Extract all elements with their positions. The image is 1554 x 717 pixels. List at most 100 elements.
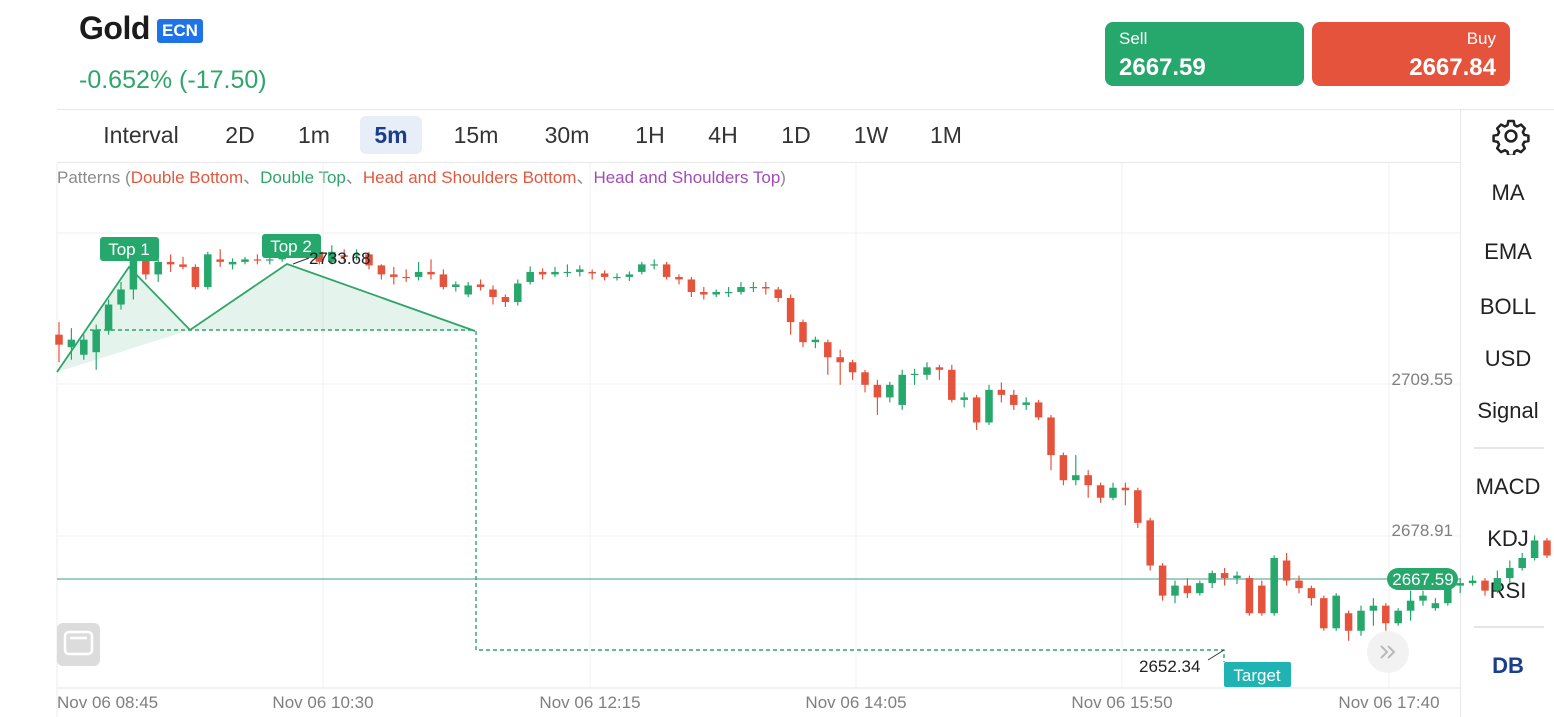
candle-body [1518,558,1526,569]
indicator-ema[interactable]: EMA [1484,239,1532,264]
indicator-signal[interactable]: Signal [1477,398,1539,423]
candle-body [724,291,733,294]
interval-1mo[interactable]: 1M [930,122,962,148]
patterns-legend: Patterns (Double Bottom、Double Top、Head … [57,163,786,188]
candle-body [551,271,559,275]
interval-1d[interactable]: 1D [781,122,811,148]
indicator-ma[interactable]: MA [1491,180,1525,205]
candle-body [402,276,410,279]
interval-1w[interactable]: 1W [853,122,889,148]
candle-body [1295,580,1303,589]
pattern-hs-bottom[interactable]: Head and Shoulders Bottom [362,168,577,187]
candle-body [253,259,262,261]
interval-30m[interactable]: 30m [544,122,590,148]
indicator-kdj[interactable]: KDJ [1487,526,1529,551]
candle-body [191,266,200,287]
candle-body [1468,580,1477,584]
pattern-double-top[interactable]: Double Top [260,168,346,187]
candle-body [737,286,745,292]
indicator-macd[interactable]: MACD [1475,474,1541,499]
pattern-separator: 、 [243,168,261,187]
interval-1m[interactable]: 1m [298,122,330,148]
scroll-latest-icon[interactable] [1367,631,1409,673]
buy-button[interactable]: Buy 2667.84 [1312,22,1510,86]
candle-body [228,261,237,265]
indicator-boll[interactable]: BOLL [1479,294,1537,319]
top1-text: Top 1 [108,240,150,259]
candle-body [1493,578,1502,591]
candle-body [464,285,472,295]
interval-4h[interactable]: 4H [708,122,738,148]
candle-body [824,342,832,358]
candle-body [848,362,857,373]
candle-body [179,264,187,267]
candle-body [613,276,621,279]
pattern-separator: 、 [345,168,363,187]
candle-body [1258,585,1266,614]
indicator-usd[interactable]: USD [1484,346,1532,371]
candle-body [377,265,386,275]
pattern-double-bottom[interactable]: Double Bottom [130,168,244,187]
reset-view-icon[interactable] [57,623,100,666]
top2-label: Top 2 [262,234,321,258]
target-badge: Target [1224,662,1291,687]
buy-price: 2667.84 [1409,54,1496,81]
candle-body [861,372,869,385]
candle-body [923,367,931,375]
sidebar-divider [1474,626,1544,628]
candle-body [1109,487,1117,498]
interval-1h[interactable]: 1H [635,122,665,148]
candle-body [80,339,88,355]
x-tick-label: Nov 06 15:50 [1071,693,1172,712]
interval-15m[interactable]: 15m [453,122,499,148]
candle-body [910,373,919,376]
patterns-prefix: Patterns ( [57,168,131,187]
candle-body [340,255,348,257]
candle-body [166,261,175,265]
candle-body [1282,560,1291,581]
interval-label[interactable]: Interval [103,122,179,148]
candle-body [1134,490,1142,523]
gear-icon[interactable] [1492,117,1530,155]
candle-body [675,276,683,280]
sell-button[interactable]: Sell 2667.59 [1105,22,1304,86]
candle-body [886,384,894,398]
candle-body [873,384,882,398]
candle-body [638,264,646,272]
candle-body [352,254,361,256]
candle-body [1072,475,1080,481]
top1-label: Top 1 [100,237,159,261]
candle-body [452,284,460,287]
y-tick-label: 2709.55 [1392,370,1453,389]
candle-body [1084,475,1092,486]
interval-5m[interactable]: 5m [360,116,422,154]
candle-body [1034,402,1043,418]
candle-body [576,269,584,272]
candle-body [154,261,162,275]
target-price-label: 2652.34 [1139,657,1200,676]
current-price-tag: 2667.59 [1387,568,1458,590]
candle-body [427,271,435,275]
candle-body [1158,565,1167,596]
pattern-hs-top[interactable]: Head and Shoulders Top [593,168,781,187]
sidebar-divider [1474,447,1544,449]
candle-body [55,334,63,345]
candle-body [1456,583,1464,586]
candle-body [985,389,993,423]
indicator-db[interactable]: DB [1492,653,1524,678]
interval-bar: Interval 2D 1m 5m 15m 30m 1H 4H 1D 1W 1M [57,110,1460,162]
candle-body [489,289,497,298]
pattern-separator: 、 [576,168,594,187]
candle-body [1022,402,1030,405]
candle-body [836,357,844,363]
candle-body [514,283,522,303]
candle-body [700,291,708,295]
candle-body [1183,585,1192,594]
candles-group [55,235,1551,641]
ecn-badge: ECN [157,19,203,43]
interval-2d[interactable]: 2D [225,122,255,148]
instrument-title: Gold [79,10,150,46]
candle-body [241,259,249,262]
candle-body [1530,540,1539,559]
